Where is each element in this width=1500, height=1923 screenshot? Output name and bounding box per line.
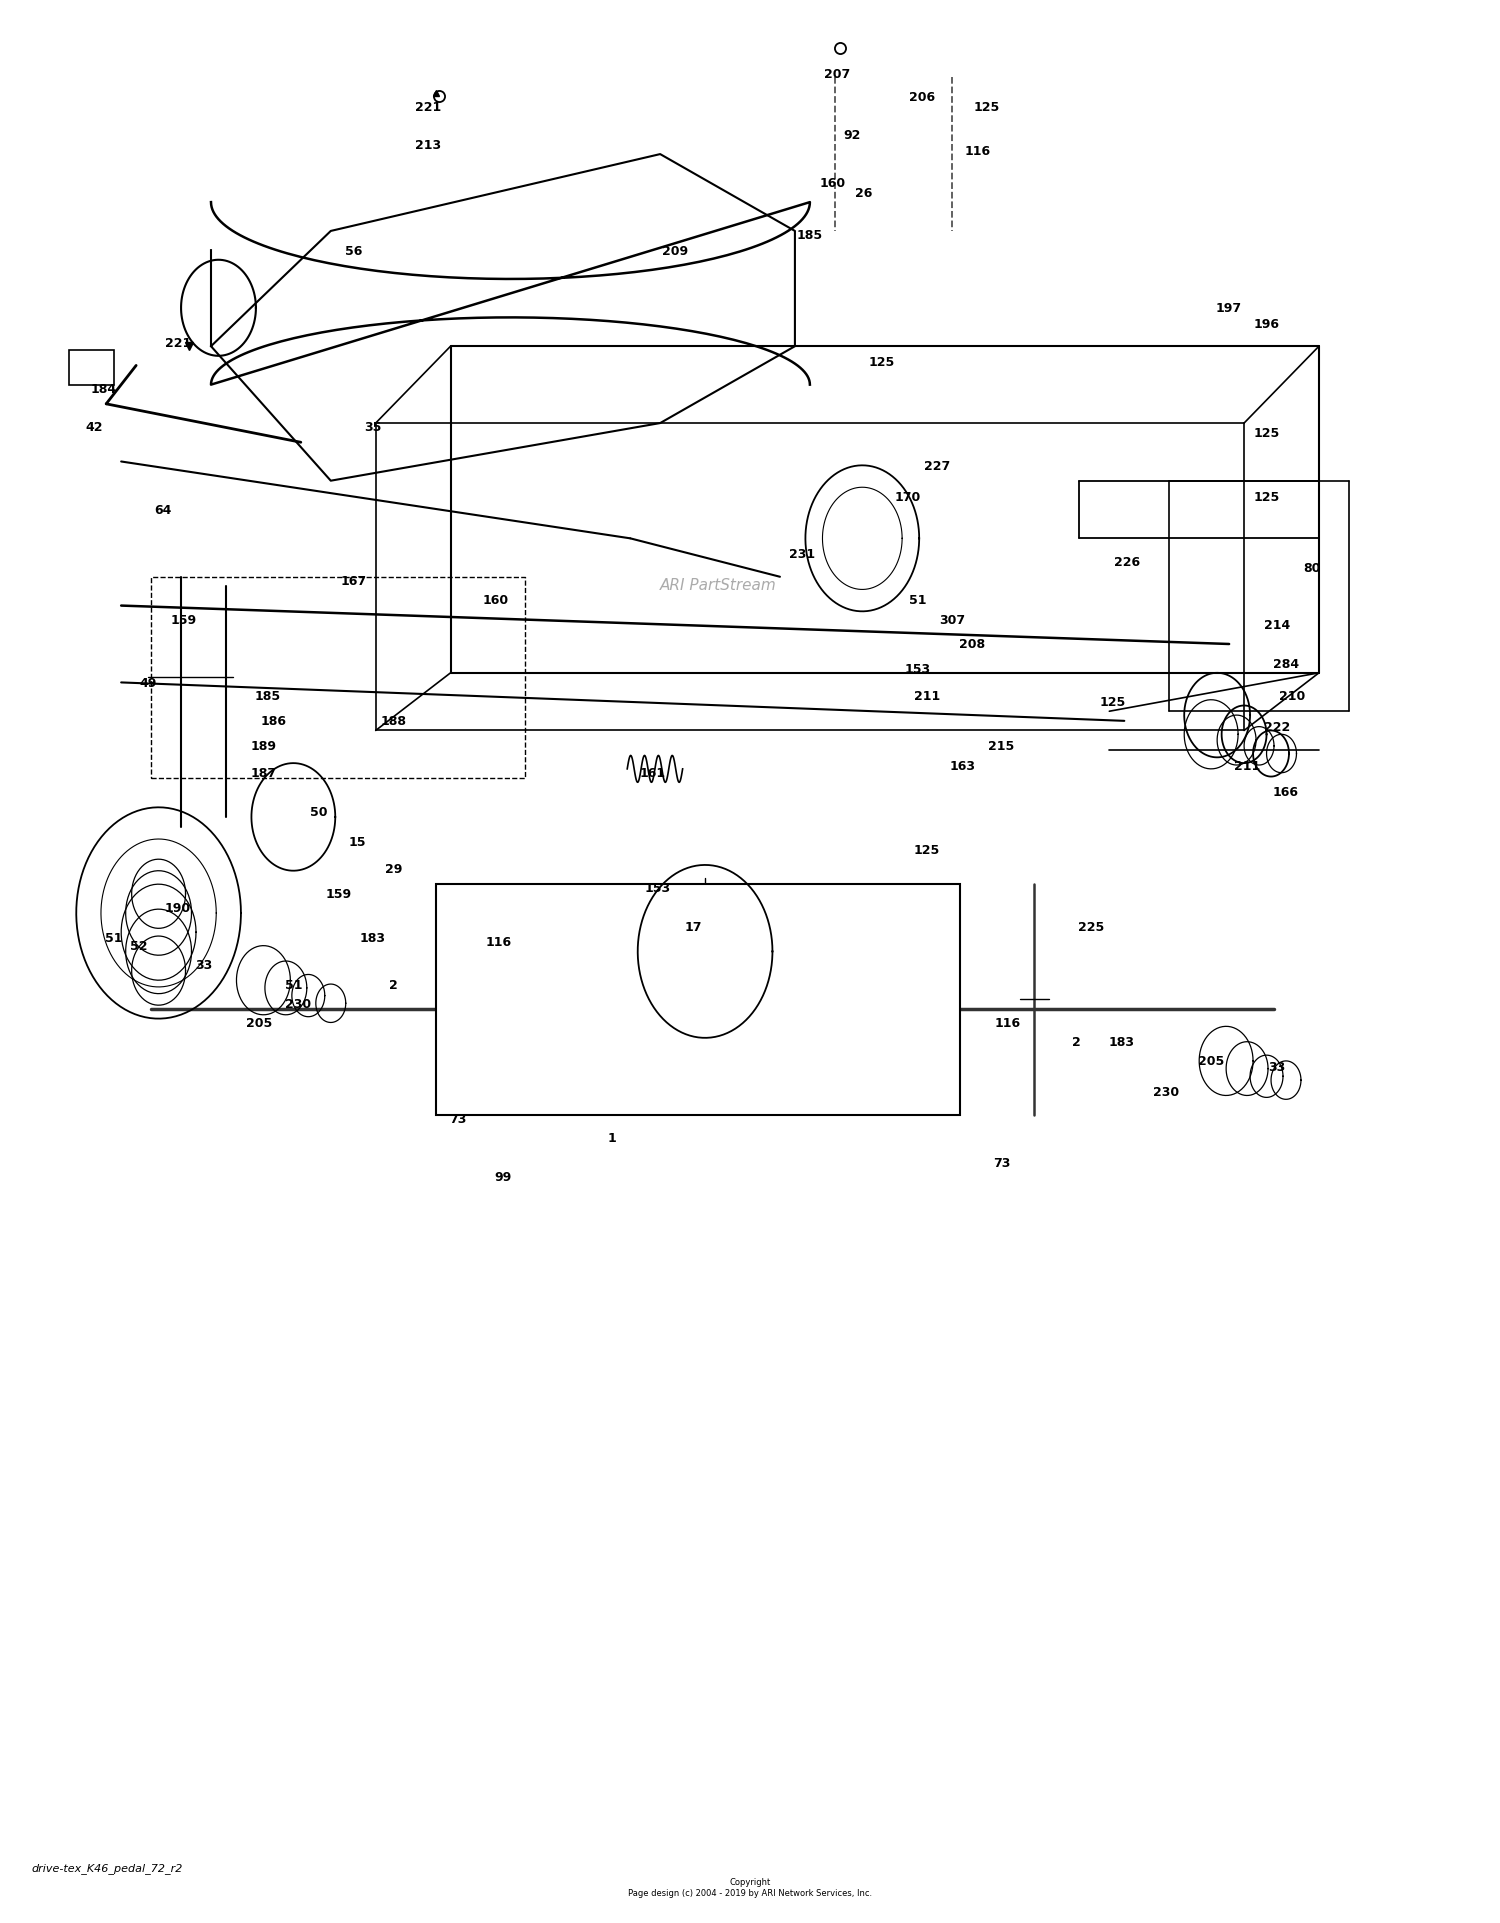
- Text: 80: 80: [1304, 562, 1320, 575]
- Text: 125: 125: [1254, 490, 1280, 504]
- Text: 99: 99: [495, 1169, 512, 1183]
- Text: 222: 222: [1264, 721, 1290, 735]
- Text: 92: 92: [843, 129, 861, 142]
- Text: 209: 209: [662, 244, 688, 258]
- Text: 49: 49: [140, 677, 158, 690]
- Text: 73: 73: [993, 1156, 1010, 1169]
- Text: 170: 170: [894, 490, 921, 504]
- Text: 35: 35: [364, 421, 381, 435]
- Text: 29: 29: [386, 863, 402, 875]
- Text: 73: 73: [450, 1113, 466, 1125]
- Text: 190: 190: [165, 902, 190, 913]
- Text: 125: 125: [914, 844, 940, 856]
- Text: drive-tex_K46_pedal_72_r2: drive-tex_K46_pedal_72_r2: [32, 1861, 183, 1873]
- Text: 210: 210: [1280, 690, 1305, 704]
- Text: 2: 2: [1072, 1036, 1082, 1048]
- Bar: [435, 885, 960, 1115]
- Text: 197: 197: [1216, 302, 1242, 315]
- Text: ARI PartStream: ARI PartStream: [660, 577, 777, 592]
- Text: 183: 183: [1108, 1036, 1134, 1048]
- Text: 230: 230: [1154, 1086, 1179, 1098]
- Text: 2: 2: [390, 979, 398, 990]
- Text: 215: 215: [988, 740, 1014, 754]
- Text: 225: 225: [1078, 921, 1104, 933]
- Text: 51: 51: [105, 933, 123, 944]
- Text: 51: 51: [285, 979, 302, 990]
- Text: 17: 17: [684, 921, 702, 933]
- Text: 161: 161: [639, 767, 666, 781]
- Text: 184: 184: [90, 383, 117, 396]
- Text: 160: 160: [483, 594, 508, 608]
- Text: 153: 153: [904, 663, 932, 677]
- Text: 15: 15: [350, 837, 366, 848]
- Text: 227: 227: [924, 460, 951, 473]
- Text: 116: 116: [994, 1017, 1020, 1029]
- Bar: [69, 350, 114, 385]
- Text: 159: 159: [326, 888, 351, 900]
- Text: 221: 221: [165, 337, 190, 350]
- Text: 125: 125: [1100, 696, 1125, 710]
- Text: 1: 1: [608, 1131, 616, 1144]
- Text: 221: 221: [416, 100, 441, 113]
- Text: 166: 166: [1274, 787, 1299, 800]
- Text: 51: 51: [909, 594, 927, 608]
- Text: 189: 189: [251, 740, 276, 754]
- Text: 64: 64: [154, 504, 172, 517]
- Text: 186: 186: [261, 715, 286, 729]
- Text: 56: 56: [345, 244, 362, 258]
- Text: 125: 125: [974, 100, 999, 113]
- Text: 116: 116: [486, 937, 512, 948]
- Text: 207: 207: [824, 67, 850, 81]
- Text: 205: 205: [246, 1017, 272, 1029]
- Text: 185: 185: [796, 229, 824, 242]
- Text: 125: 125: [1254, 427, 1280, 440]
- Text: 160: 160: [819, 177, 846, 190]
- Text: 163: 163: [950, 760, 975, 773]
- Text: 42: 42: [86, 421, 104, 435]
- Text: 230: 230: [285, 998, 310, 1010]
- Text: 116: 116: [964, 144, 990, 158]
- Text: 167: 167: [340, 575, 366, 588]
- Text: 187: 187: [251, 767, 276, 781]
- Text: 153: 153: [644, 883, 670, 894]
- Text: 33: 33: [195, 960, 211, 971]
- Text: 206: 206: [909, 90, 934, 104]
- Text: 183: 183: [360, 933, 386, 944]
- Text: 185: 185: [255, 690, 280, 704]
- Text: 208: 208: [958, 638, 984, 652]
- Text: Copyright
Page design (c) 2004 - 2019 by ARI Network Services, Inc.: Copyright Page design (c) 2004 - 2019 by…: [628, 1877, 872, 1896]
- Text: 196: 196: [1254, 317, 1280, 331]
- Text: 188: 188: [381, 715, 406, 729]
- Text: 26: 26: [855, 187, 873, 200]
- Text: 159: 159: [171, 613, 196, 627]
- Text: 211: 211: [914, 690, 940, 704]
- Text: 213: 213: [416, 138, 441, 152]
- Text: 50: 50: [310, 806, 327, 817]
- Text: 125: 125: [868, 356, 895, 369]
- Text: 307: 307: [939, 613, 964, 627]
- Text: 211: 211: [1234, 760, 1260, 773]
- Text: 226: 226: [1114, 556, 1140, 569]
- Text: 214: 214: [1264, 619, 1290, 633]
- Text: 284: 284: [1274, 658, 1299, 671]
- Text: 231: 231: [789, 548, 816, 562]
- Text: 33: 33: [1269, 1061, 1286, 1073]
- Text: 205: 205: [1198, 1056, 1224, 1067]
- Text: 52: 52: [130, 940, 148, 952]
